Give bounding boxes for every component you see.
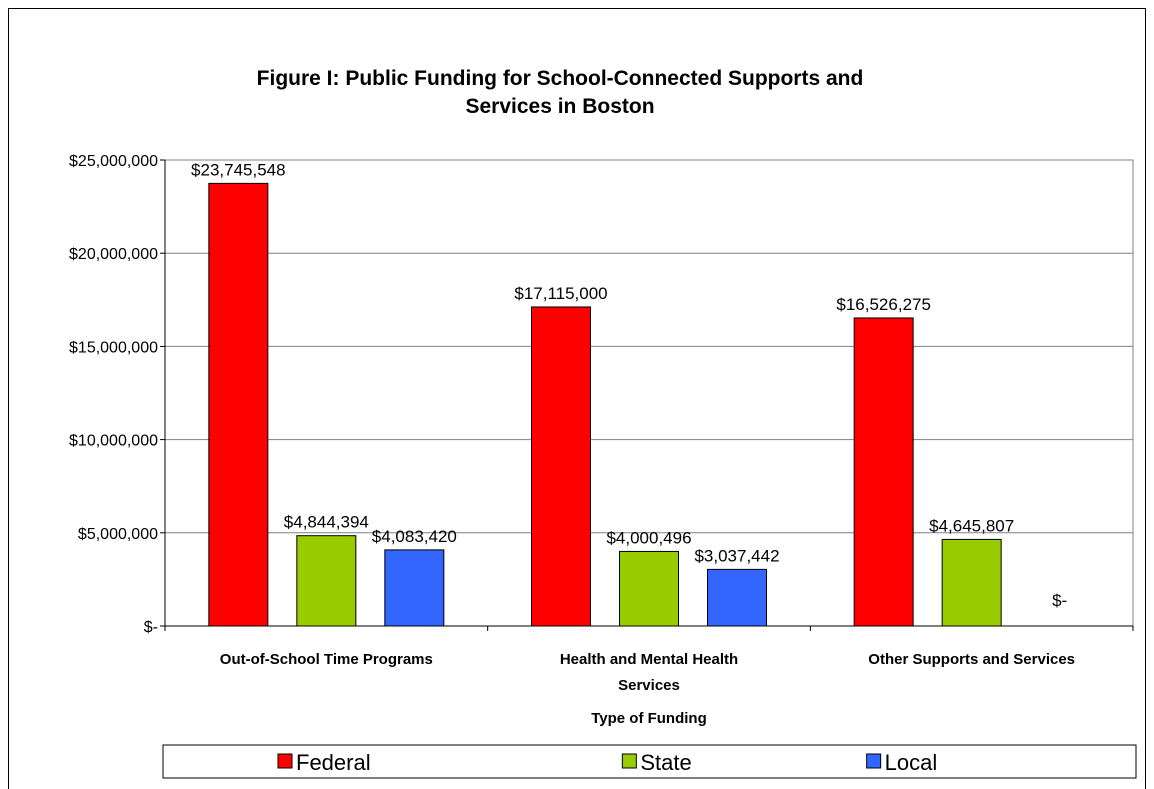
legend-label-state: State bbox=[640, 750, 691, 775]
category-label-1-line-2: Services bbox=[618, 677, 680, 694]
bar-state-1 bbox=[619, 550, 679, 627]
category-label-1-line-1: Health and Mental Health bbox=[560, 651, 738, 668]
data-label-local-0: $4,083,420 bbox=[372, 527, 457, 546]
y-tick-label-4: $20,000,000 bbox=[69, 246, 158, 263]
legend-swatch-local bbox=[866, 753, 882, 769]
y-tick-label-2: $10,000,000 bbox=[69, 433, 158, 450]
y-tick-label-0: $- bbox=[144, 619, 158, 636]
legend-swatch-state bbox=[621, 753, 637, 769]
chart-title-line-2: Services in Boston bbox=[465, 95, 654, 118]
y-tick-label-5: $25,000,000 bbox=[69, 153, 158, 170]
bar-state-0 bbox=[296, 535, 357, 627]
bar-federal-2 bbox=[853, 317, 914, 627]
category-label-0: Out-of-School Time Programs bbox=[220, 651, 433, 668]
bar-federal-0 bbox=[208, 182, 269, 627]
data-label-federal-0: $23,745,548 bbox=[191, 160, 286, 179]
bar-local-1 bbox=[707, 568, 767, 627]
legend-box bbox=[162, 744, 1137, 779]
legend-label-local: Local bbox=[885, 750, 938, 775]
chart-title-line-1: Figure I: Public Funding for School-Conn… bbox=[257, 67, 864, 90]
bar-federal-1 bbox=[531, 306, 591, 627]
bar-state-2 bbox=[941, 538, 1002, 627]
category-label-2: Other Supports and Services bbox=[868, 651, 1075, 668]
legend-swatch-federal bbox=[277, 753, 293, 769]
data-label-state-0: $4,844,394 bbox=[284, 513, 369, 532]
y-tick-label-3: $15,000,000 bbox=[69, 339, 158, 356]
x-axis-title: Type of Funding bbox=[591, 710, 707, 727]
y-tick-label-1: $5,000,000 bbox=[78, 526, 158, 543]
data-label-local-2: $- bbox=[1052, 591, 1067, 610]
data-label-state-2: $4,645,807 bbox=[929, 516, 1014, 535]
data-label-state-1: $4,000,496 bbox=[606, 528, 691, 547]
data-label-federal-1: $17,115,000 bbox=[514, 284, 607, 303]
data-label-local-1: $3,037,442 bbox=[694, 546, 779, 565]
bar-local-0 bbox=[384, 549, 445, 627]
legend-label-federal: Federal bbox=[296, 750, 371, 775]
data-label-federal-2: $16,526,275 bbox=[836, 295, 931, 314]
